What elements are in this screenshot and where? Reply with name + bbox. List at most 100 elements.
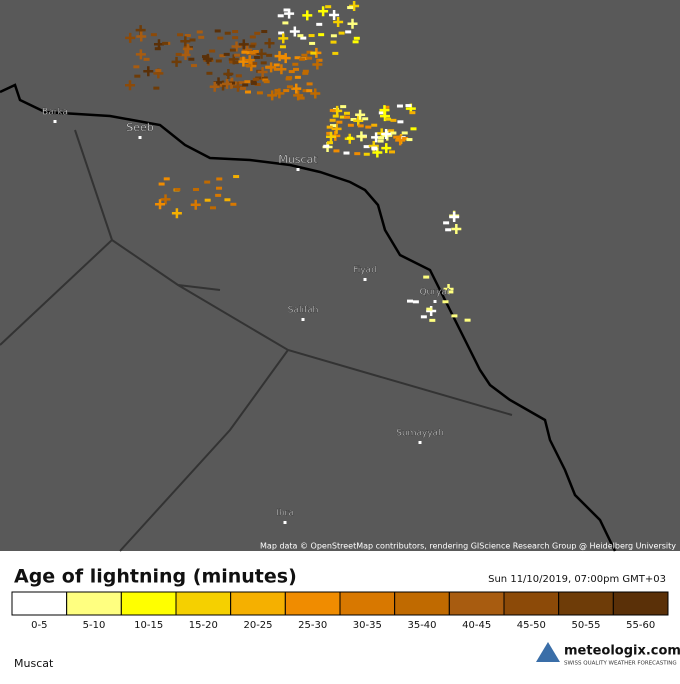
strike-plus [449,212,460,223]
strike-dash [204,180,211,184]
strike-dash [261,30,268,34]
place-label: Quryat [420,288,451,298]
strike-dash [162,41,169,45]
strike-dash [189,38,196,42]
strike-dash [286,85,293,89]
place-dot [301,318,305,321]
strike-dash [266,53,273,57]
strike-plus [293,90,304,101]
strike-plus [143,66,154,77]
strike-dash [249,51,256,55]
strike-dash [409,111,416,115]
strike-plus [267,90,278,101]
strike-dash [346,136,353,140]
strike-dash [365,125,372,129]
strike-dash [229,81,236,85]
strike-dash [150,33,157,37]
strike-dash [393,135,400,139]
strike-dash [158,182,165,186]
brand: meteologix.com [564,644,680,659]
strike-plus [353,115,364,126]
strike-dash [250,81,257,85]
strike-dash [250,42,257,46]
strike-plus [289,26,300,37]
strike-plus [180,49,191,60]
place-label: Barka [42,108,68,118]
strike-dash [133,65,140,69]
strike-plus [180,36,191,47]
legend-label: 5-10 [83,620,106,631]
strike-dash [309,41,316,45]
strike-plus [222,78,232,89]
strike-dash [329,124,336,128]
strike-dash [294,56,301,60]
strike-dash [362,117,369,121]
strike-plus [125,32,136,43]
strike-plus [302,10,313,21]
strike-plus [266,62,277,73]
strike-dash [234,53,241,57]
strike-dash [238,81,245,85]
strike-dash [232,61,239,65]
strike-dash [363,152,370,156]
strike-dash [338,31,345,35]
strike-dash [306,50,313,54]
place-label: Salifah [288,306,319,316]
lightning-strikes [125,1,471,322]
legend-swatch [612,591,669,616]
strike-plus [125,80,136,91]
strike-dash [412,300,419,304]
strike-plus [171,208,182,219]
strike-dash [443,221,450,225]
strike-dash [302,89,309,93]
strike-dash [196,30,203,34]
strike-plus [244,55,255,66]
strike-dash [214,29,221,33]
strike-dash [378,111,385,115]
legend-label: 50-55 [571,620,600,631]
place-dot [363,278,367,281]
strike-dash [339,115,346,119]
strike-dash [333,149,340,153]
strike-dash [302,71,309,75]
tagline: SWISS QUALITY WEATHER FORECASTING [564,661,677,667]
strike-plus [356,131,367,142]
strike-dash [396,104,403,108]
map-background [0,0,680,551]
strike-dash [301,53,308,57]
strike-dash [244,90,251,94]
strike-dash [325,5,332,9]
strike-dash [206,71,213,75]
strike-dash [347,123,354,127]
strike-dash [363,145,370,149]
strike-plus [182,43,193,54]
legend-title: Age of lightning (minutes) [14,566,297,588]
strike-dash [326,131,333,135]
place-dot [433,300,437,303]
strike-dash [262,78,269,82]
strike-dash [233,175,240,179]
strike-dash [347,6,354,10]
strike-dash [388,129,395,133]
strike-dash [332,51,339,55]
strike-plus [326,131,337,142]
strike-dash [279,45,286,49]
strike-plus [155,199,166,210]
strike-plus [264,38,275,49]
strike-dash [326,125,333,129]
strike-dash [402,136,409,140]
strike-plus [209,81,220,92]
strike-dash [451,314,458,318]
strike-plus [238,56,249,67]
strike-plus [276,64,287,75]
place-dot [418,441,422,444]
strike-dash [282,21,289,25]
strike-plus [318,6,329,17]
strike-dash [163,177,170,181]
strike-dash [326,141,333,145]
place-label: Sumayyah [396,429,444,439]
strike-dash [232,36,239,40]
legend-label: 0-5 [31,620,47,631]
strike-dash [306,89,313,93]
legend-swatch [11,591,68,616]
